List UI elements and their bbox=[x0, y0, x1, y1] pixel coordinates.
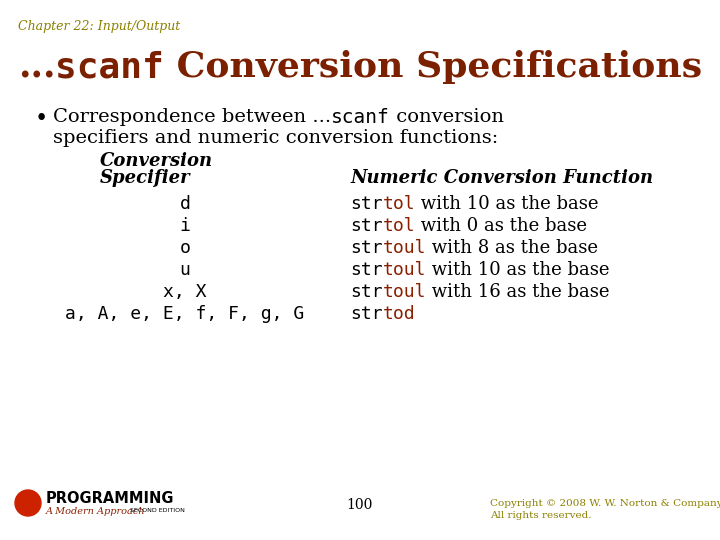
Text: tol: tol bbox=[382, 195, 415, 213]
Text: scanf: scanf bbox=[331, 108, 390, 127]
Text: PROGRAMMING: PROGRAMMING bbox=[46, 491, 174, 506]
Text: Numeric Conversion Function: Numeric Conversion Function bbox=[350, 169, 653, 187]
Text: o: o bbox=[179, 239, 190, 257]
Text: with 10 as the base: with 10 as the base bbox=[415, 195, 599, 213]
Text: 100: 100 bbox=[347, 498, 373, 512]
Text: str: str bbox=[350, 305, 382, 323]
Text: All rights reserved.: All rights reserved. bbox=[490, 511, 592, 520]
Text: A Modern Approach: A Modern Approach bbox=[46, 507, 145, 516]
Circle shape bbox=[15, 490, 41, 516]
Text: toul: toul bbox=[382, 261, 426, 279]
Text: u: u bbox=[179, 261, 190, 279]
Text: tol: tol bbox=[382, 217, 415, 235]
Text: a, A, e, E, f, F, g, G: a, A, e, E, f, F, g, G bbox=[66, 305, 305, 323]
Text: str: str bbox=[350, 239, 382, 257]
Text: tod: tod bbox=[382, 305, 415, 323]
Text: with 16 as the base: with 16 as the base bbox=[426, 283, 610, 301]
Text: with 8 as the base: with 8 as the base bbox=[426, 239, 598, 257]
Text: d: d bbox=[179, 195, 190, 213]
Text: Conversion Specifications: Conversion Specifications bbox=[164, 50, 702, 84]
Text: str: str bbox=[350, 261, 382, 279]
Text: SECOND EDITION: SECOND EDITION bbox=[130, 508, 185, 513]
Text: with 10 as the base: with 10 as the base bbox=[426, 261, 610, 279]
Text: scanf: scanf bbox=[55, 50, 164, 84]
Text: x, X: x, X bbox=[163, 283, 207, 301]
Text: Chapter 22: Input/Output: Chapter 22: Input/Output bbox=[18, 20, 180, 33]
Text: Copyright © 2008 W. W. Norton & Company.: Copyright © 2008 W. W. Norton & Company. bbox=[490, 499, 720, 508]
Text: str: str bbox=[350, 217, 382, 235]
Text: str: str bbox=[350, 195, 382, 213]
Text: with 0 as the base: with 0 as the base bbox=[415, 217, 588, 235]
Text: toul: toul bbox=[382, 239, 426, 257]
Text: conversion: conversion bbox=[390, 108, 504, 126]
Text: C: C bbox=[22, 494, 34, 512]
Text: ...: ... bbox=[18, 50, 55, 84]
Text: i: i bbox=[179, 217, 190, 235]
Text: Correspondence between ...: Correspondence between ... bbox=[53, 108, 331, 126]
Text: specifiers and numeric conversion functions:: specifiers and numeric conversion functi… bbox=[53, 129, 498, 147]
Text: Specifier: Specifier bbox=[100, 169, 191, 187]
Text: Conversion: Conversion bbox=[100, 152, 213, 170]
Text: toul: toul bbox=[382, 283, 426, 301]
Text: •: • bbox=[35, 108, 48, 130]
Text: str: str bbox=[350, 283, 382, 301]
